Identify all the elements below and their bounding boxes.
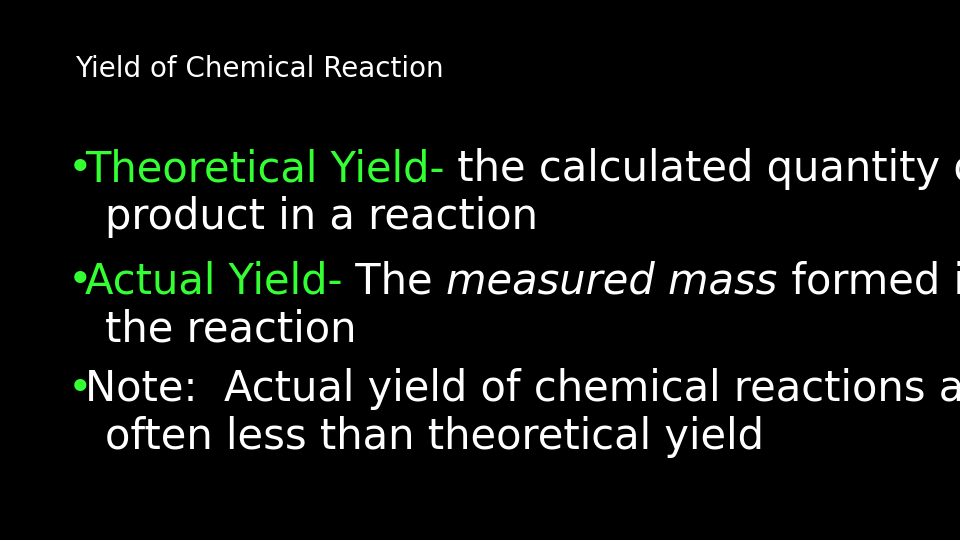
Text: often less than theoretical yield: often less than theoretical yield (105, 416, 764, 458)
Text: The: The (343, 260, 446, 302)
Text: •: • (68, 148, 92, 190)
Text: •: • (68, 260, 92, 302)
Text: Theoretical Yield-: Theoretical Yield- (85, 148, 444, 190)
Text: measured mass: measured mass (446, 260, 778, 302)
Text: formed in: formed in (778, 260, 960, 302)
Text: product in a reaction: product in a reaction (105, 196, 538, 238)
Text: Actual Yield-: Actual Yield- (85, 260, 343, 302)
Text: Note:  Actual yield of chemical reactions are: Note: Actual yield of chemical reactions… (85, 368, 960, 410)
Text: Yield of Chemical Reaction: Yield of Chemical Reaction (75, 55, 444, 83)
Text: the reaction: the reaction (105, 308, 356, 350)
Text: •: • (68, 368, 92, 410)
Text: the calculated quantity of: the calculated quantity of (444, 148, 960, 190)
